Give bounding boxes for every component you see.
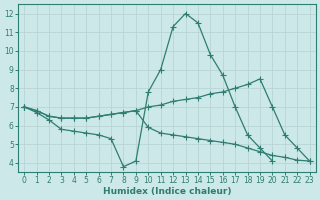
X-axis label: Humidex (Indice chaleur): Humidex (Indice chaleur) — [103, 187, 231, 196]
